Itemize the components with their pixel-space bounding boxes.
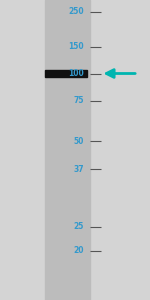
Bar	[45, 0, 90, 300]
Text: 75: 75	[74, 96, 84, 105]
Text: 25: 25	[74, 222, 84, 231]
Text: 20: 20	[74, 246, 84, 255]
Bar	[45, 70, 87, 77]
Text: 50: 50	[74, 136, 84, 146]
Text: 100: 100	[68, 69, 84, 78]
Text: 150: 150	[68, 42, 84, 51]
Text: 250: 250	[68, 8, 84, 16]
Text: 37: 37	[73, 165, 84, 174]
